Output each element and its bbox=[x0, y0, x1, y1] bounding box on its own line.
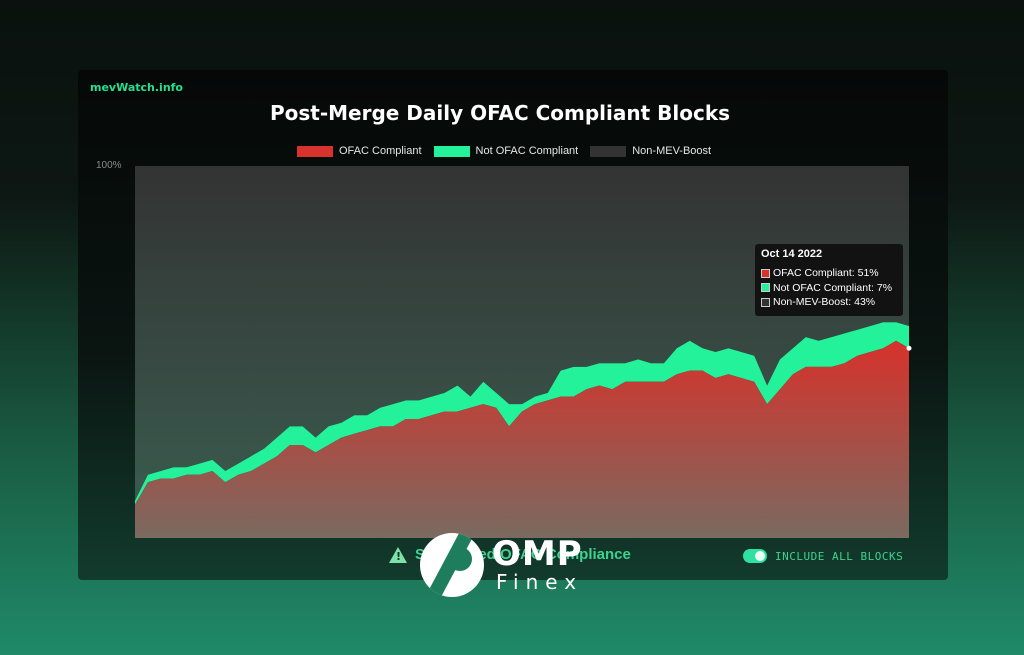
logo-main-text: OMP bbox=[492, 534, 583, 574]
legend-item-non-mev[interactable]: Non-MEV-Boost bbox=[590, 145, 711, 157]
legend-item-ofac[interactable]: OFAC Compliant bbox=[297, 145, 422, 157]
chart-title: Post-Merge Daily OFAC Compliant Blocks bbox=[269, 101, 731, 125]
area-series-not-ofac-compliant[interactable] bbox=[135, 322, 909, 505]
tooltip-swatch-ofac bbox=[761, 268, 770, 278]
include-all-blocks-toggle[interactable] bbox=[743, 549, 767, 563]
legend-swatch-ofac bbox=[297, 145, 333, 157]
y-tick-label-100: 100% bbox=[96, 160, 122, 171]
hover-point[interactable] bbox=[906, 345, 912, 351]
tooltip-text-not-ofac: Not OFAC Compliant: 7% bbox=[773, 281, 893, 294]
tooltip-row-non-mev: Non-MEV-Boost: 43% bbox=[761, 295, 897, 310]
legend-item-not-ofac[interactable]: Not OFAC Compliant bbox=[433, 145, 579, 157]
tooltip-swatch-not-ofac bbox=[761, 283, 770, 293]
legend-swatch-non-mev bbox=[590, 145, 627, 157]
tooltip-row-not-ofac: Not OFAC Compliant: 7% bbox=[761, 281, 897, 296]
brand-label[interactable]: mevWatch.info bbox=[90, 81, 183, 94]
legend-label-ofac: OFAC Compliant bbox=[339, 145, 422, 157]
tooltip-date: Oct 14 2022 bbox=[761, 248, 823, 260]
omp-logo-icon bbox=[420, 533, 484, 597]
chart-tooltip: Oct 14 2022 OFAC Compliant: 51% Not OFAC… bbox=[755, 244, 903, 316]
tooltip-text-non-mev: Non-MEV-Boost: 43% bbox=[773, 296, 876, 308]
tooltip-row-ofac: OFAC Compliant: 51% bbox=[761, 266, 897, 281]
include-all-blocks-label[interactable]: INCLUDE ALL BLOCKS bbox=[775, 550, 904, 563]
warning-icon bbox=[389, 546, 407, 563]
toggle-knob bbox=[755, 551, 765, 561]
tooltip-swatch-non-mev bbox=[761, 297, 770, 307]
area-series-ofac-compliant[interactable] bbox=[135, 340, 909, 538]
logo-sub-text: Finex bbox=[496, 570, 584, 594]
legend-swatch-not-ofac bbox=[433, 145, 470, 157]
legend-label-non-mev: Non-MEV-Boost bbox=[632, 145, 712, 157]
tooltip-text-ofac: OFAC Compliant: 51% bbox=[773, 267, 879, 279]
chart-legend: OFAC Compliant Not OFAC Compliant Non-ME… bbox=[297, 145, 715, 157]
omp-finex-logo: OMP Finex bbox=[420, 533, 583, 597]
legend-label-not-ofac: Not OFAC Compliant bbox=[475, 145, 579, 157]
area-series-non-mev-boost[interactable] bbox=[135, 166, 909, 501]
